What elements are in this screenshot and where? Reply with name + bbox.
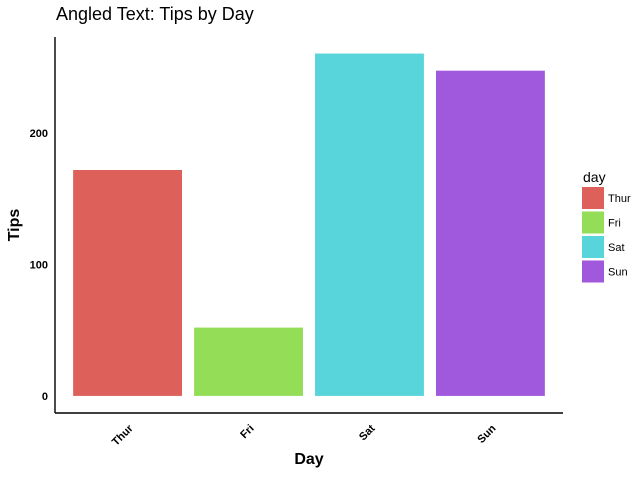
legend-label-fri: Fri (608, 218, 621, 230)
y-tick-label-0: 0 (42, 391, 48, 403)
x-tick-label-sun: Sun (475, 422, 498, 445)
legend-swatch-fri (582, 211, 604, 234)
legend-swatch-sat (582, 236, 604, 258)
x-tick-label-thur: Thur (110, 422, 136, 448)
bar-sat (315, 53, 424, 396)
y-tick-label-100: 100 (30, 259, 48, 271)
bar-sun (436, 70, 545, 396)
legend-label-thur: Thur (608, 193, 631, 205)
x-axis-title: Day (294, 451, 323, 468)
legend-label-sun: Sun (608, 267, 628, 279)
x-axis-ticks: Thur Fri Sat Sun (110, 422, 499, 448)
y-tick-label-200: 200 (30, 128, 48, 140)
x-tick-label-sat: Sat (357, 422, 378, 443)
legend-swatch-thur (582, 187, 604, 209)
legend: day Thur Fri Sat Sun (582, 169, 631, 283)
bar-thur (73, 170, 182, 396)
bar-fri (194, 327, 303, 396)
legend-label-sat: Sat (608, 242, 625, 254)
legend-title: day (583, 169, 606, 185)
chart-title: Angled Text: Tips by Day (56, 4, 254, 24)
legend-items: Thur Fri Sat Sun (582, 187, 631, 283)
x-tick-label-fri: Fri (238, 423, 256, 441)
bars-group (73, 53, 545, 396)
y-axis-title: Tips (6, 209, 23, 242)
y-axis-ticks: 0 100 200 (30, 128, 48, 403)
legend-swatch-sun (582, 260, 604, 283)
